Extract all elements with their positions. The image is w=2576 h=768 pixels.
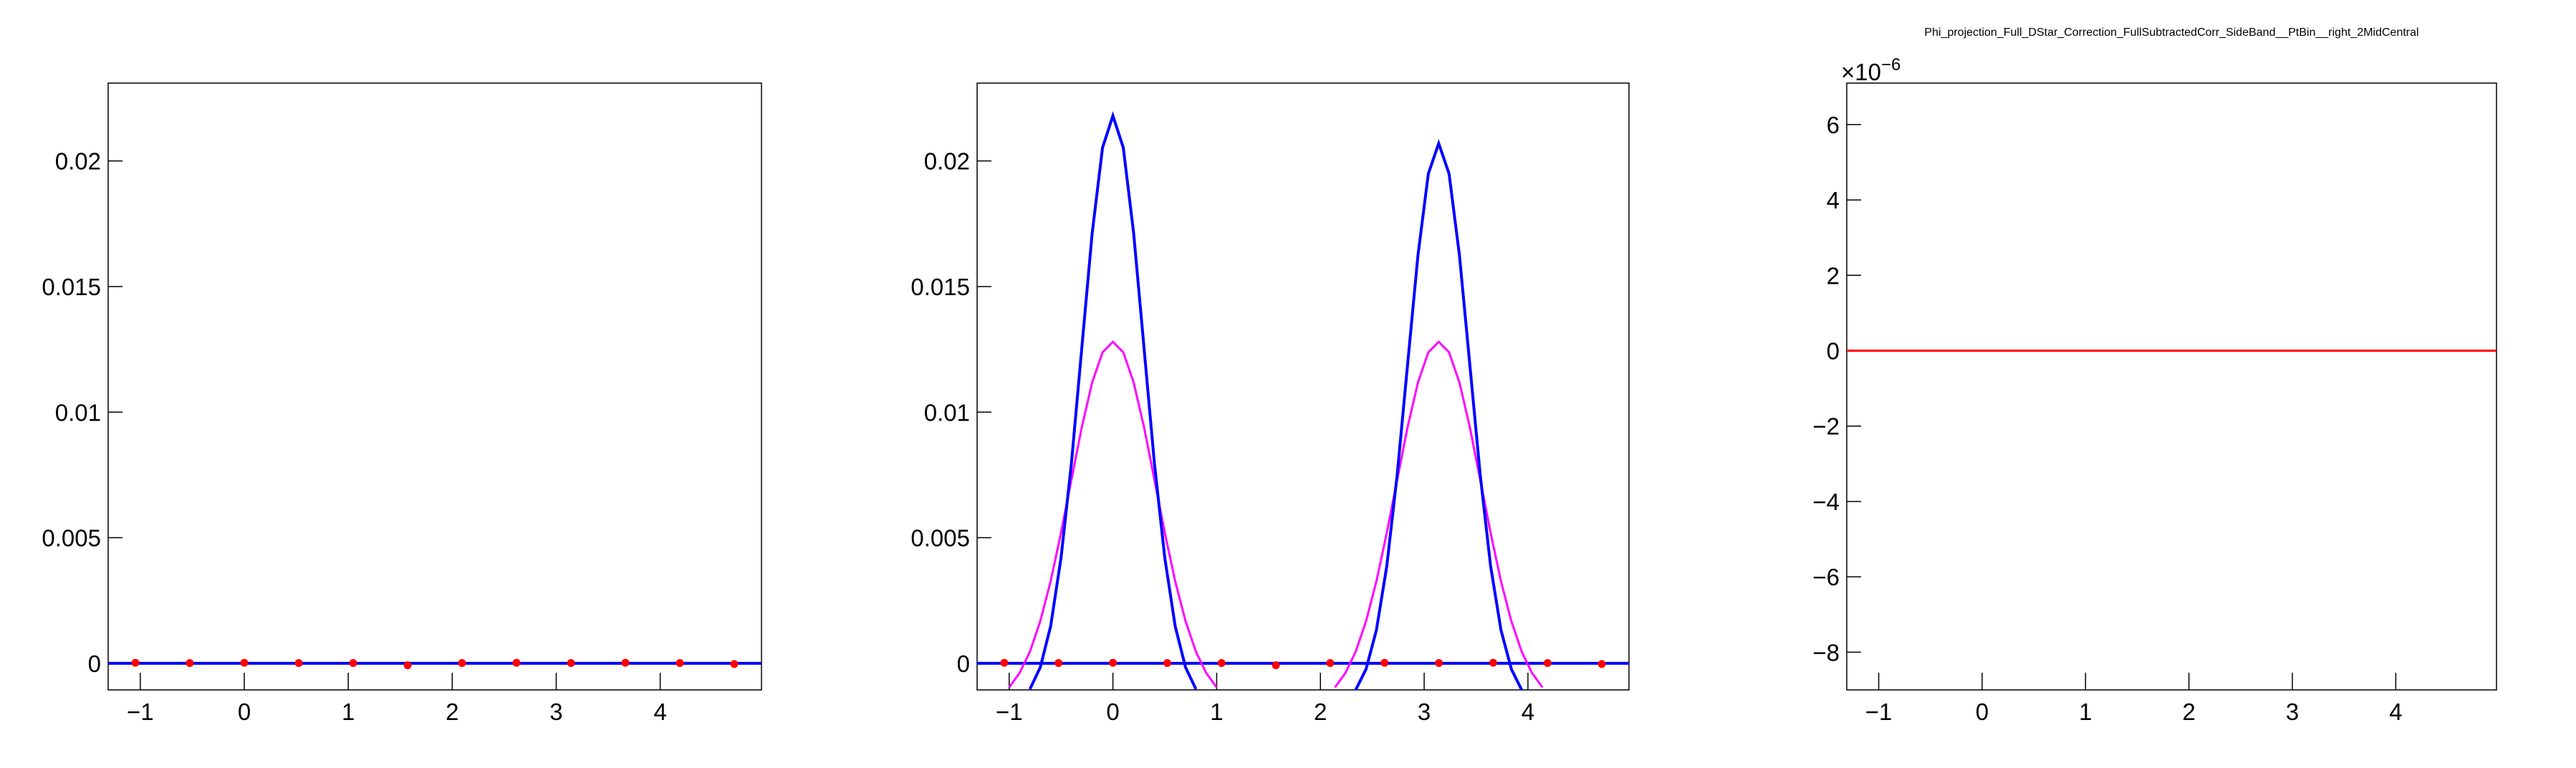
marker bbox=[1543, 658, 1552, 667]
y-tick-label: 0.02 bbox=[55, 148, 101, 175]
x-tick-label: 0 bbox=[1976, 699, 1989, 725]
frame bbox=[976, 82, 1630, 691]
marker bbox=[403, 661, 412, 670]
line bbox=[1028, 111, 1198, 690]
x-tick-label: 4 bbox=[2389, 699, 2402, 725]
x-tick-label: 0 bbox=[1106, 699, 1119, 725]
marker bbox=[186, 658, 194, 667]
marker bbox=[621, 658, 630, 667]
x-tick-label: 2 bbox=[2183, 699, 2196, 725]
marker bbox=[1000, 658, 1009, 667]
y-tick-label: 0.02 bbox=[924, 148, 970, 175]
y-tick-label: −4 bbox=[1812, 489, 1840, 515]
marker bbox=[1597, 660, 1606, 668]
line bbox=[1334, 340, 1544, 688]
plot-area bbox=[108, 658, 761, 670]
y-tick-label: −2 bbox=[1812, 413, 1840, 440]
x-tick-label: 2 bbox=[446, 699, 458, 725]
y-tick-label: 0.01 bbox=[55, 399, 101, 426]
y-tick-label: 0.005 bbox=[910, 525, 970, 552]
plot-area bbox=[977, 111, 1629, 690]
x-tick-label: 1 bbox=[1210, 699, 1223, 725]
frame bbox=[1846, 82, 2497, 691]
panel: Phi_projection_Full_DStar_Correction_Ful… bbox=[1812, 27, 2497, 725]
x-tick-label: 4 bbox=[653, 699, 666, 725]
y-tick-label: 0 bbox=[957, 651, 970, 677]
marker bbox=[1054, 658, 1063, 667]
x-tick-label: 2 bbox=[1314, 699, 1327, 725]
y-tick-label: 0.015 bbox=[910, 274, 970, 300]
marker bbox=[1109, 658, 1118, 667]
marker bbox=[131, 658, 140, 667]
axis-multiplier: ×10−6 bbox=[1841, 55, 1900, 85]
panel: 0 0.005 0.01 0.015 0.02 −1 0 1 2 3 4 bbox=[42, 82, 762, 725]
y-tick-label: −6 bbox=[1812, 564, 1840, 590]
marker bbox=[567, 658, 575, 667]
multiplier-base: ×10 bbox=[1841, 59, 1881, 85]
line bbox=[1354, 138, 1524, 690]
marker bbox=[1217, 658, 1226, 667]
x-tick-label: 1 bbox=[2079, 699, 2092, 725]
x-tick-label: −1 bbox=[127, 699, 154, 725]
marker bbox=[676, 658, 684, 667]
y-tick-label: 0.015 bbox=[42, 274, 101, 300]
y-tick-label: 0 bbox=[88, 651, 101, 677]
frame bbox=[107, 82, 762, 691]
y-tick-label: 0.005 bbox=[42, 525, 101, 552]
marker bbox=[294, 658, 303, 667]
panel: 0 0.005 0.01 0.015 0.02 −1 0 1 2 3 4 bbox=[910, 82, 1630, 725]
marker bbox=[1380, 658, 1389, 667]
marker bbox=[1326, 658, 1335, 667]
x-tick-label: 0 bbox=[238, 699, 251, 725]
y-tick-label: 6 bbox=[1827, 112, 1840, 138]
marker bbox=[1435, 658, 1443, 667]
y-tick-label: 2 bbox=[1827, 262, 1840, 289]
marker bbox=[730, 660, 739, 668]
chart-title: Phi_projection_Full_DStar_Correction_Ful… bbox=[1924, 27, 2418, 39]
x-tick-label: 4 bbox=[1522, 699, 1534, 725]
multiplier-exponent: −6 bbox=[1881, 55, 1900, 75]
marker bbox=[1489, 658, 1497, 667]
x-tick-label: −1 bbox=[1865, 699, 1893, 725]
marker bbox=[512, 658, 521, 667]
x-tick-label: 3 bbox=[549, 699, 562, 725]
x-tick-label: 1 bbox=[342, 699, 355, 725]
x-tick-label: 3 bbox=[2286, 699, 2299, 725]
marker bbox=[1163, 658, 1171, 667]
x-tick-label: 3 bbox=[1418, 699, 1431, 725]
y-tick-label: 0.01 bbox=[924, 399, 970, 426]
y-tick-label: 4 bbox=[1827, 187, 1840, 213]
y-tick-label: 0 bbox=[1827, 338, 1840, 365]
marker bbox=[240, 658, 249, 667]
x-tick-label: −1 bbox=[996, 699, 1023, 725]
marker bbox=[349, 658, 357, 667]
line bbox=[1008, 340, 1218, 688]
marker bbox=[458, 658, 466, 667]
marker bbox=[1272, 661, 1280, 670]
y-tick-label: −8 bbox=[1812, 639, 1840, 666]
